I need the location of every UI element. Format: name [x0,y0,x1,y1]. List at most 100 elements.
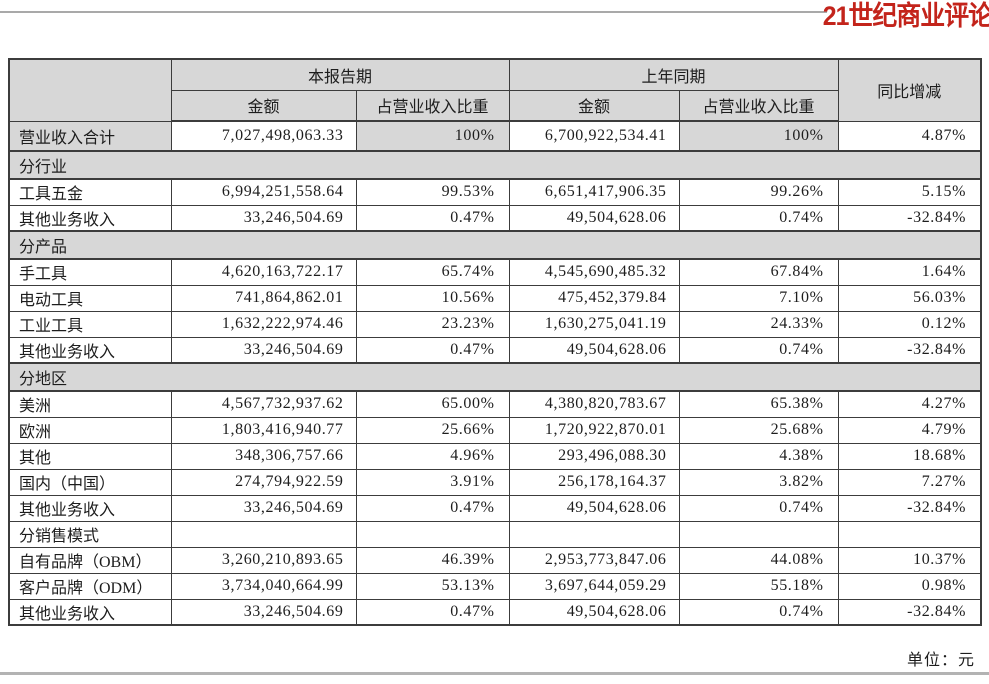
current-amount-cell [170,520,357,548]
prior-share-cell: 24.33% [678,310,839,338]
yoy-change-cell: 10.37% [837,546,982,574]
prior-amount-cell: 1,720,922,870.01 [508,416,680,444]
table-row: 自有品牌（OBM） 3,260,210,893.65 46.39% 2,953,773… [8,546,982,574]
prior-share-cell: 65.38% [678,390,839,418]
header-prior-amount: 金额 [508,89,680,122]
current-amount-cell: 4,620,163,722.17 [170,258,357,286]
section-row: 分产品 [8,230,982,260]
current-amount-cell: 274,794,922.59 [170,468,357,496]
row-label-cell: 其他业务收入 [8,204,172,232]
row-label-cell: 客户品牌（ODM） [8,572,172,600]
row-label-cell: 国内（中国） [8,468,172,496]
current-share-cell: 10.56% [355,284,510,312]
current-amount-cell: 1,632,222,974.46 [170,310,357,338]
row-label-cell: 工业工具 [8,310,172,338]
yoy-change-cell: 7.27% [837,468,982,496]
table-row: 国内（中国） 274,794,922.59 3.91% 256,178,164.37 3… [8,468,982,496]
current-amount-cell: 3,260,210,893.65 [170,546,357,574]
yoy-change-cell: 4.79% [837,416,982,444]
current-share-cell: 23.23% [355,310,510,338]
table-row: 电动工具 741,864,862.01 10.56% 475,452,379.84 7.… [8,284,982,312]
current-share-cell: 46.39% [355,546,510,574]
current-share-cell: 53.13% [355,572,510,600]
prior-amount-cell [508,520,680,548]
prior-amount-cell: 49,504,628.06 [508,598,680,626]
row-label-cell: 其他 [8,442,172,470]
current-share-cell: 4.96% [355,442,510,470]
row-label-cell: 手工具 [8,258,172,286]
prior-share-cell: 0.74% [678,598,839,626]
header-current-share: 占营业收入比重 [355,89,510,122]
yoy-change-cell: -32.84% [837,494,982,522]
yoy-change-cell: -32.84% [837,336,982,364]
current-share-cell: 100% [355,120,510,152]
yoy-change-cell: 4.27% [837,390,982,418]
section-row: 分地区 [8,362,982,392]
unit-note: 单位：元 [906,652,975,669]
row-label-cell: 工具五金 [8,178,172,206]
prior-amount-cell: 49,504,628.06 [508,336,680,364]
brand-logo: 21世纪商业评论 [822,1,989,31]
yoy-change-cell: 0.12% [837,310,982,338]
current-amount-cell: 33,246,504.69 [170,204,357,232]
table-row: 工具五金 6,994,251,558.64 99.53% 6,651,417,906.… [8,178,982,206]
prior-amount-cell: 4,545,690,485.32 [508,258,680,286]
table-row: 营业收入合计 7,027,498,063.33 100% 6,700,922,534.… [8,120,982,152]
prior-share-cell: 99.26% [678,178,839,206]
prior-share-cell: 0.74% [678,336,839,364]
table-row: 欧洲 1,803,416,940.77 25.66% 1,720,922,870.01… [8,416,982,444]
current-share-cell: 25.66% [355,416,510,444]
section-label-cell: 分行业 [8,150,982,180]
current-share-cell: 65.00% [355,390,510,418]
header-row-measures: 金额 占营业收入比重 金额 占营业收入比重 [9,89,981,122]
top-divider [0,11,827,13]
prior-share-cell: 100% [678,120,839,152]
current-share-cell [355,520,510,548]
header-current-amount: 金额 [170,89,357,122]
current-amount-cell: 348,306,757.66 [170,442,357,470]
yoy-change-cell: 1.64% [837,258,982,286]
header-row-periods: 本报告期 上年同期 同比增减 [8,58,982,122]
current-amount-cell: 4,567,732,937.62 [170,390,357,418]
current-share-cell: 0.47% [355,494,510,522]
prior-amount-cell: 49,504,628.06 [508,494,680,522]
row-label-cell: 电动工具 [8,284,172,312]
table-row: 其他 348,306,757.66 4.96% 293,496,088.30 4.38%… [8,442,982,470]
row-label-cell: 美洲 [8,390,172,418]
header-blank-cell [8,58,172,122]
prior-amount-cell: 256,178,164.37 [508,468,680,496]
current-amount-cell: 33,246,504.69 [170,598,357,626]
yoy-change-cell: -32.84% [837,204,982,232]
table-row: 其他业务收入 33,246,504.69 0.47% 49,504,628.06 0.7… [8,336,982,364]
header-prior-period: 上年同期 [508,58,839,91]
prior-amount-cell: 475,452,379.84 [508,284,680,312]
table-row: 美洲 4,567,732,937.62 65.00% 4,380,820,783.67… [8,390,982,418]
row-label-cell: 欧洲 [8,416,172,444]
current-share-cell: 0.47% [355,336,510,364]
prior-share-cell: 25.68% [678,416,839,444]
bottom-divider [0,672,989,675]
current-share-cell: 65.74% [355,258,510,286]
prior-share-cell: 4.38% [678,442,839,470]
prior-amount-cell: 293,496,088.30 [508,442,680,470]
section-row: 分行业 [8,150,982,180]
table-row: 工业工具 1,632,222,974.46 23.23% 1,630,275,041.… [8,310,982,338]
prior-share-cell: 67.84% [678,258,839,286]
current-amount-cell: 3,734,040,664.99 [170,572,357,600]
table-row: 其他业务收入 33,246,504.69 0.47% 49,504,628.06 0.7… [8,204,982,232]
prior-amount-cell: 6,700,922,534.41 [508,120,680,152]
yoy-change-cell: 18.68% [837,442,982,470]
prior-share-cell [678,520,839,548]
prior-amount-cell: 4,380,820,783.67 [508,390,680,418]
table-row: 分销售模式 [8,520,982,548]
header-current-period: 本报告期 [170,58,510,91]
prior-share-cell: 3.82% [678,468,839,496]
prior-amount-cell: 49,504,628.06 [508,204,680,232]
table-row: 手工具 4,620,163,722.17 65.74% 4,545,690,485.3… [8,258,982,286]
current-amount-cell: 1,803,416,940.77 [170,416,357,444]
yoy-change-cell: -32.84% [837,598,982,626]
yoy-change-cell [837,520,982,548]
header-yoy-change: 同比增减 [837,58,982,122]
yoy-change-cell: 5.15% [837,178,982,206]
prior-share-cell: 7.10% [678,284,839,312]
